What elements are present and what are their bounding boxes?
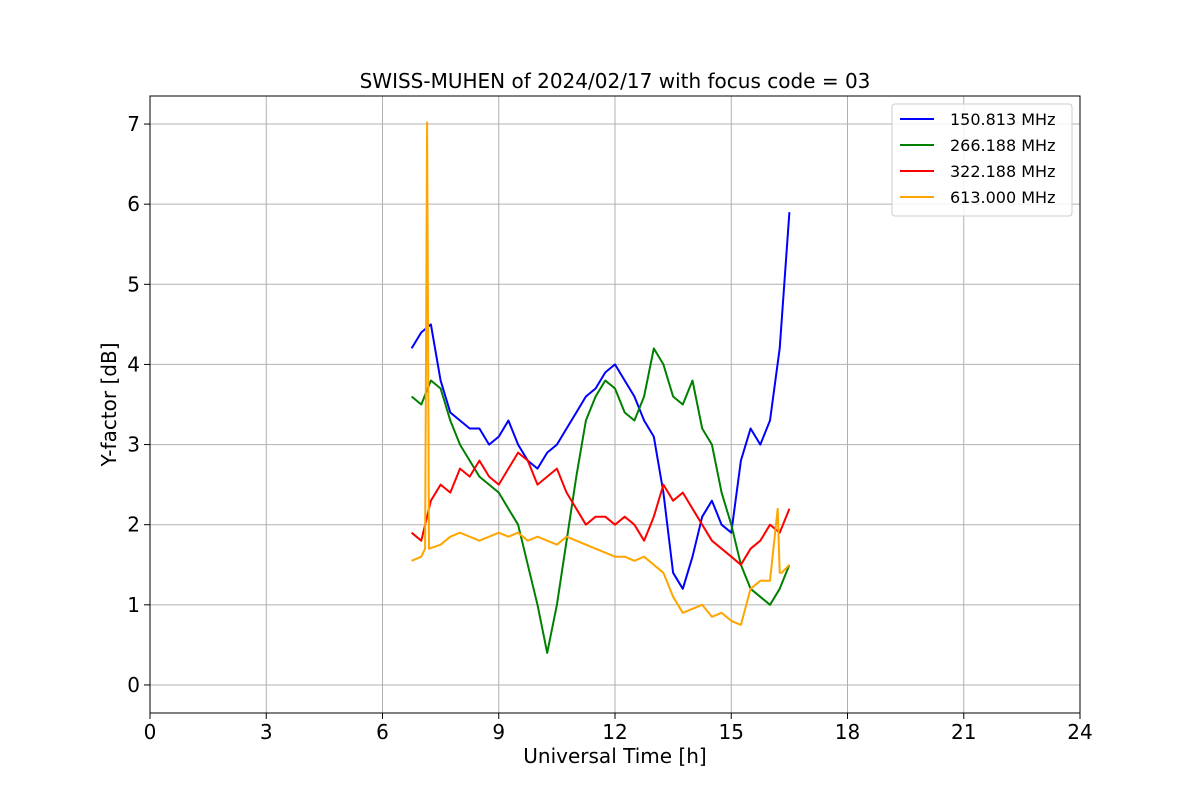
legend-entry: 150.813 MHz [950, 110, 1055, 129]
legend-entry: 613.000 MHz [950, 188, 1055, 207]
x-tick-label: 24 [1067, 720, 1092, 744]
y-axis-label: Y-factor [dB] [97, 342, 121, 467]
y-tick-label: 0 [127, 673, 140, 697]
series-layer [410, 121, 791, 654]
legend-box [891, 103, 1073, 217]
y-tick-label: 4 [127, 352, 140, 376]
series-line-3 [410, 451, 791, 566]
x-axis: 0 3 6 9 12 15 18 21 24 [144, 713, 1093, 744]
x-tick-label: 6 [376, 720, 389, 744]
y-tick-label: 3 [127, 433, 140, 457]
x-tick-label: 3 [260, 720, 273, 744]
y-tick-label: 5 [127, 272, 140, 296]
legend-entry: 266.188 MHz [950, 136, 1055, 155]
x-tick-label: 18 [835, 720, 860, 744]
legend: 150.813 MHz 266.188 MHz 322.188 MHz 613.000… [891, 103, 1073, 217]
y-tick-label: 6 [127, 192, 140, 216]
x-tick-label: 21 [951, 720, 976, 744]
legend-entry: 322.188 MHz [950, 162, 1055, 181]
x-axis-label: Universal Time [h] [523, 744, 706, 768]
x-tick-label: 12 [602, 720, 627, 744]
y-axis: 0 1 2 3 4 5 6 7 [127, 112, 150, 697]
series-line-4 [411, 121, 791, 626]
series-line-1 [410, 212, 791, 590]
x-tick-label: 15 [719, 720, 744, 744]
x-tick-label: 9 [492, 720, 505, 744]
y-tick-label: 7 [127, 112, 140, 136]
x-tick-label: 0 [144, 720, 157, 744]
chart-title: SWISS-MUHEN of 2024/02/17 with focus cod… [360, 69, 871, 93]
y-tick-label: 2 [127, 513, 140, 537]
y-tick-label: 1 [127, 593, 140, 617]
